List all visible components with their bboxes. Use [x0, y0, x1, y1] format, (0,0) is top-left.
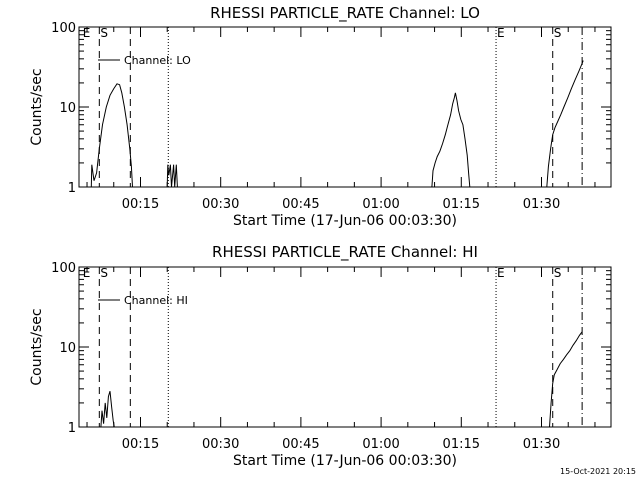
event-marker-label: E [497, 266, 505, 280]
panel-top: RHESSI PARTICLE_RATE Channel: LO Counts/s… [29, 4, 612, 229]
y-tick-label: 100 [51, 261, 76, 276]
data-line-segment [431, 92, 471, 188]
x-tick-label: 01:00 [362, 197, 399, 212]
plot-frame [78, 266, 612, 428]
y-tick-label: 100 [51, 21, 76, 36]
y-tick-label: 10 [59, 341, 76, 356]
x-tick-label: 00:15 [122, 197, 159, 212]
edge-marker-label: E [83, 26, 91, 40]
data-line-segment [100, 391, 115, 428]
x-tick-label: 01:15 [443, 437, 480, 452]
chart-title: RHESSI PARTICLE_RATE Channel: LO [210, 4, 480, 23]
event-marker-label: E [497, 26, 505, 40]
x-tick-label: 00:15 [122, 437, 159, 452]
x-tick-label: 00:30 [202, 437, 239, 452]
panel-bottom: RHESSI PARTICLE_RATE Channel: HI Counts/s… [29, 243, 612, 469]
event-marker-label: S [554, 26, 562, 40]
edge-marker-label: E [83, 266, 91, 280]
x-axis-label: Start Time (17-Jun-06 00:03:30) [233, 213, 457, 229]
y-axis-label: Counts/sec [29, 308, 45, 385]
x-tick-label: 00:45 [282, 197, 319, 212]
event-marker-label: S [100, 266, 108, 280]
legend-label: Channel: HI [124, 294, 188, 307]
data-line-segment [546, 60, 584, 188]
y-tick-label: 10 [59, 101, 76, 116]
legend-label: Channel: LO [124, 54, 191, 67]
x-tick-label: 00:45 [282, 437, 319, 452]
event-marker-label: S [554, 266, 562, 280]
x-tick-label: 00:30 [202, 197, 239, 212]
plot-frame [78, 26, 612, 188]
x-tick-label: 01:00 [362, 437, 399, 452]
data-line-segment [166, 164, 178, 188]
y-tick-label: 1 [68, 181, 76, 196]
event-marker-label: S [100, 26, 108, 40]
x-tick-label: 01:30 [523, 437, 560, 452]
chart-title: RHESSI PARTICLE_RATE Channel: HI [212, 243, 478, 262]
data-line-segment [90, 83, 133, 188]
x-tick-label: 01:15 [443, 197, 480, 212]
footer-timestamp: 15-Oct-2021 20:15 [560, 467, 636, 476]
x-tick-label: 01:30 [523, 197, 560, 212]
x-axis-label: Start Time (17-Jun-06 00:03:30) [233, 453, 457, 469]
data-line-segment [549, 331, 583, 428]
y-tick-label: 1 [68, 421, 76, 436]
y-axis-label: Counts/sec [29, 68, 45, 145]
